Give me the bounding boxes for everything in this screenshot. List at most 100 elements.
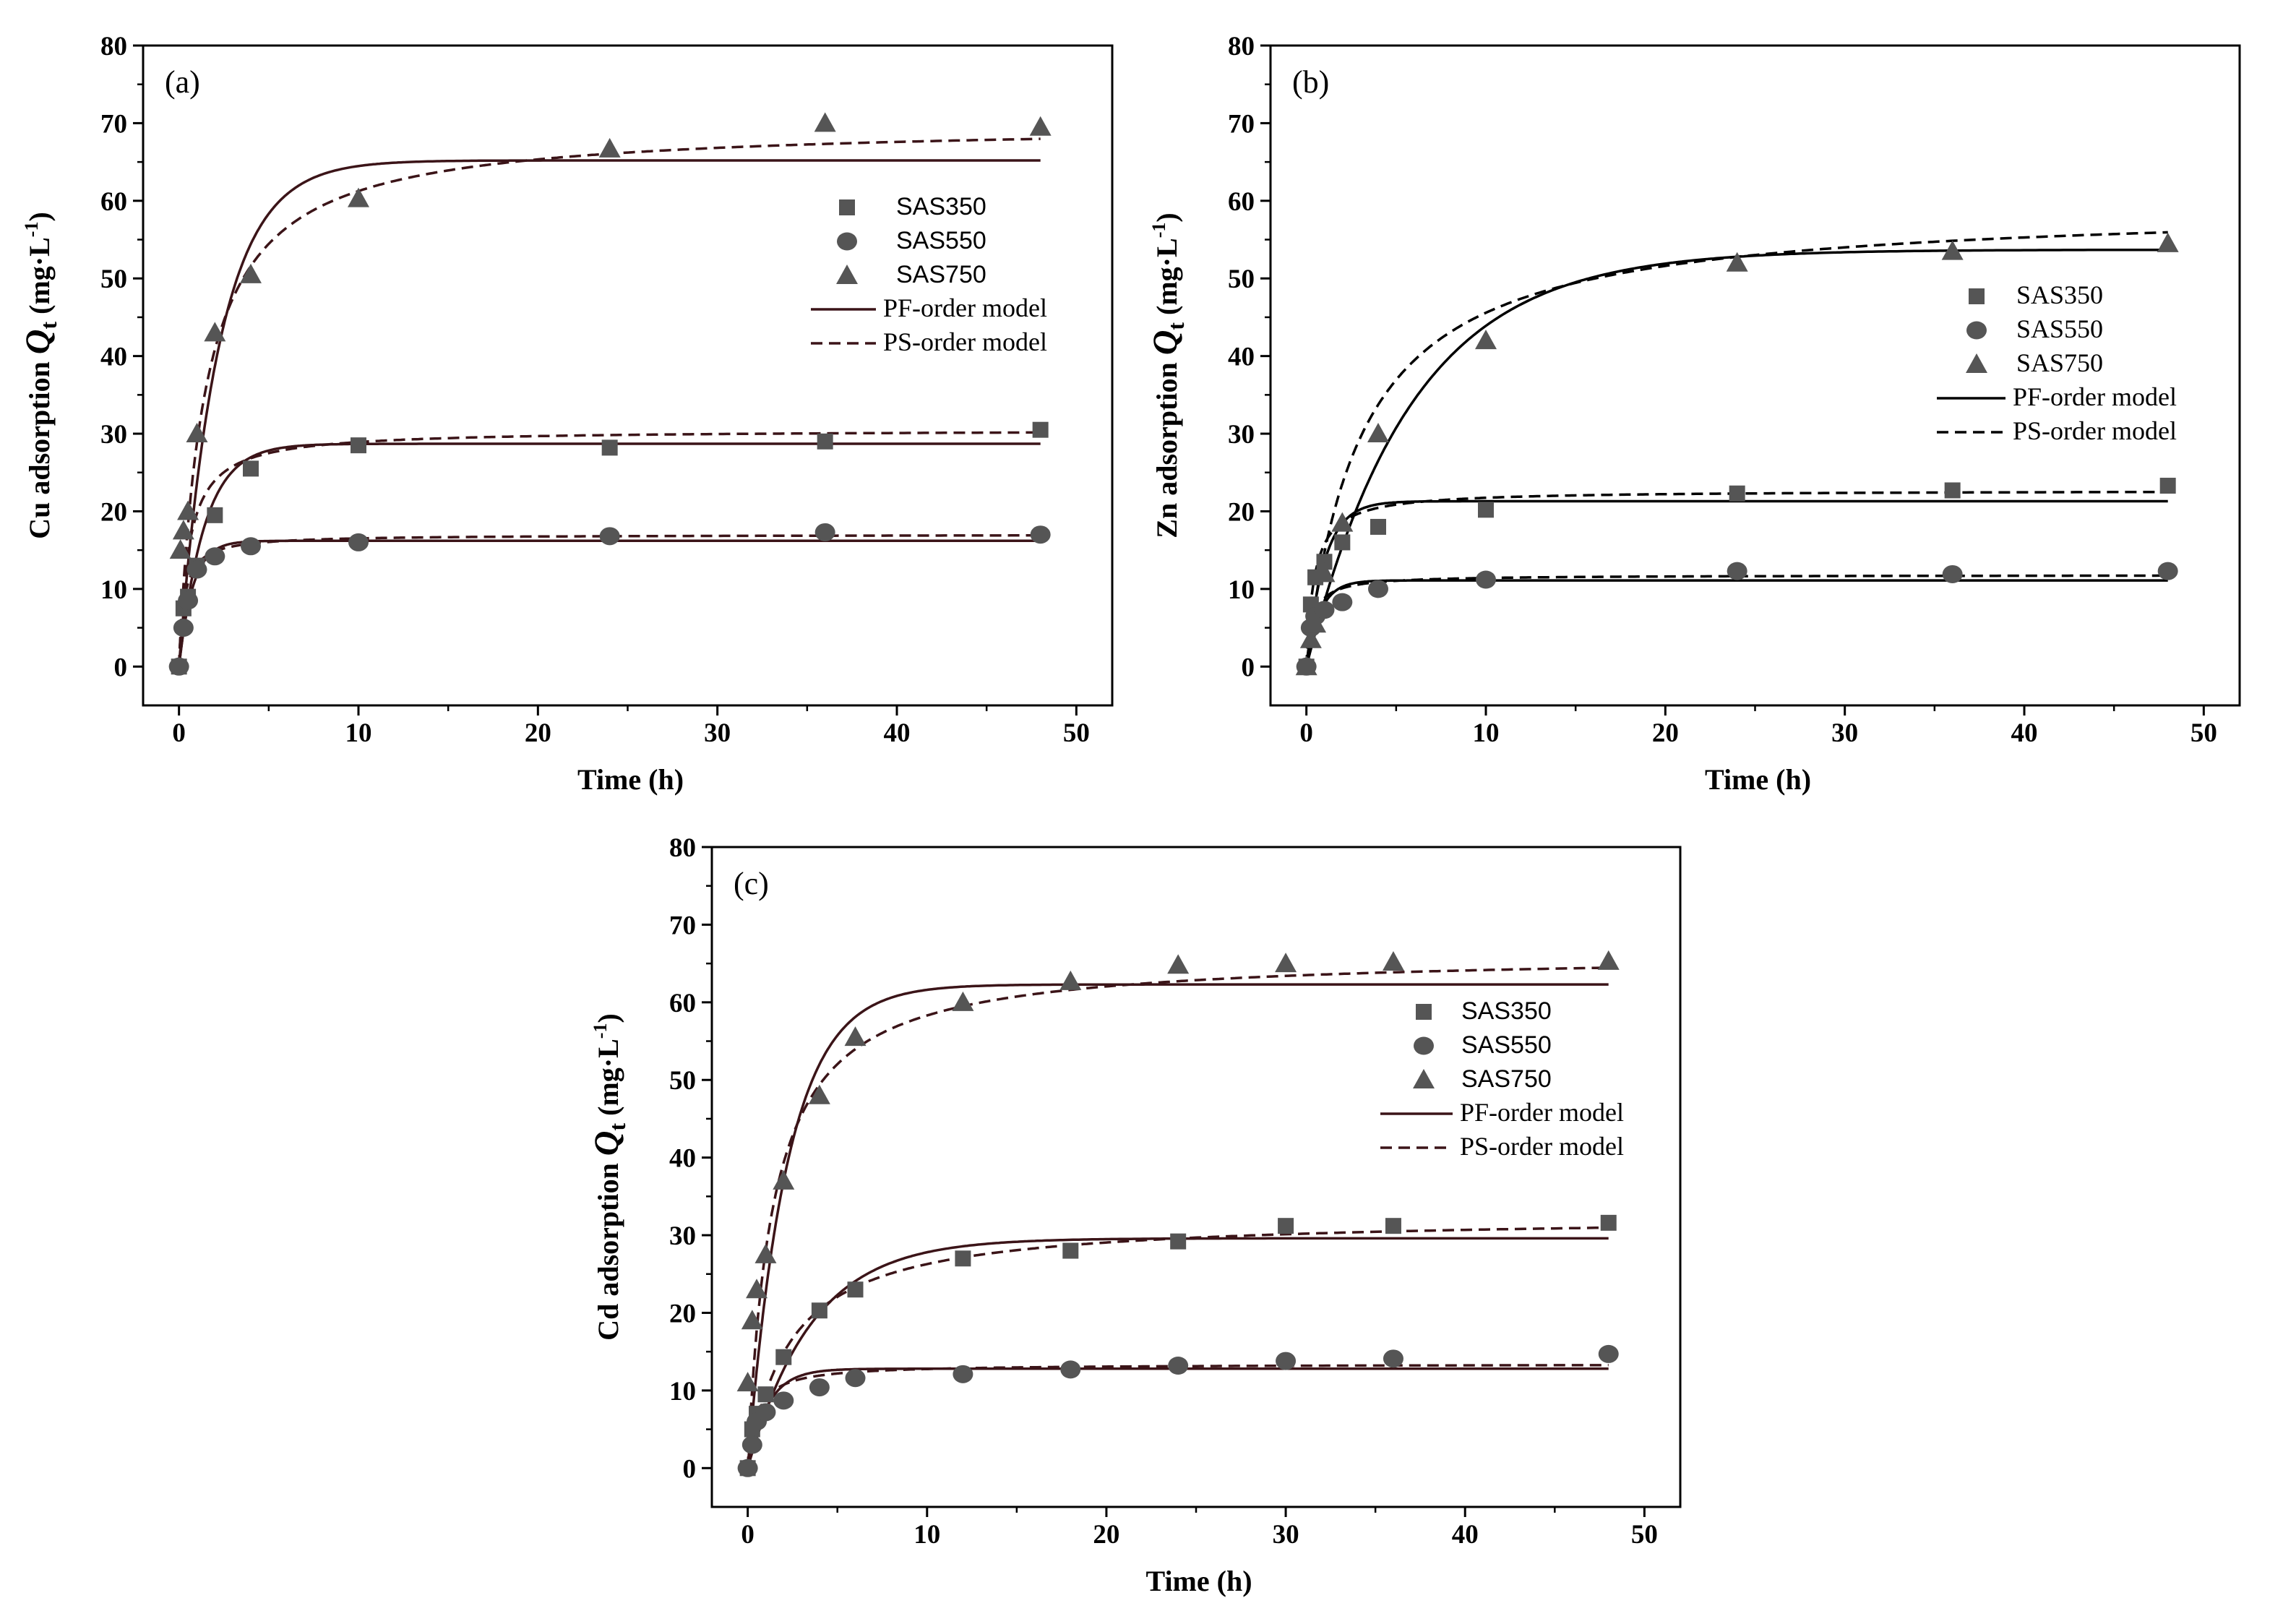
sas750-point [1941, 240, 1964, 260]
legend-label-sas550: SAS550 [896, 227, 986, 254]
y-label-close: ) [592, 1013, 624, 1023]
sas350-point [775, 1349, 792, 1365]
y-label-prefix: Cu adsorption [23, 354, 56, 539]
ps-fit-line-sas550 [177, 534, 1041, 667]
sas750-point [177, 500, 199, 520]
panel-label: (c) [734, 866, 769, 901]
y-tick-label: 10 [1228, 575, 1255, 605]
legend-label-sas350: SAS350 [2016, 280, 2103, 309]
sas350-point [207, 507, 223, 523]
y-tick-label: 50 [100, 265, 127, 294]
x-tick-label: 40 [884, 718, 911, 748]
y-tick-label: 20 [1228, 497, 1255, 527]
sas350-point [1944, 482, 1961, 499]
sas550-point [741, 1435, 762, 1454]
y-label-unit: (mg·L [592, 1039, 624, 1123]
sas750-point [240, 263, 262, 283]
sas750-point [746, 1279, 768, 1299]
y-tick-label: 60 [100, 187, 127, 217]
y-label-prefix: Cd adsorption [592, 1156, 624, 1341]
legend-marker-sas750 [1413, 1069, 1435, 1088]
y-label-symbol: Q [1146, 330, 1185, 356]
x-tick-label: 40 [1452, 1520, 1479, 1550]
sas750-point [1299, 628, 1322, 648]
x-tick-label: 20 [1652, 718, 1679, 748]
sas750-point [1304, 613, 1327, 633]
y-tick-label: 0 [683, 1454, 697, 1484]
sas350-point [811, 1302, 827, 1319]
chart-panel-2: 0 10 20 30 40 50 0 10 20 30 40 50 60 70 80 Time (h) Cd a… [588, 833, 1682, 1597]
sas350-point [1062, 1242, 1079, 1259]
y-tick-label: 80 [100, 32, 127, 61]
sas750-point [348, 187, 369, 207]
x-axis-label: Time (h) [1705, 763, 1811, 796]
sas550-point [1598, 1344, 1619, 1363]
legend-marker-sas750 [1966, 353, 1987, 373]
sas550-point [178, 591, 199, 610]
sas750-point [952, 991, 974, 1011]
sas750-point [1295, 656, 1317, 676]
pf-fit-line-sas350 [177, 442, 1041, 667]
sas750-point [2157, 232, 2179, 252]
sas550-point [1314, 601, 1335, 619]
sas350-point [351, 437, 366, 454]
y-tick-label: 10 [100, 575, 127, 605]
legend-label-sas750: SAS750 [896, 261, 986, 288]
sas350-point [1600, 1214, 1617, 1231]
y-tick-label: 40 [1228, 343, 1255, 372]
plot-frame [142, 44, 1114, 707]
y-label-sub: t [35, 322, 61, 330]
y-tick-label: 80 [1228, 32, 1255, 61]
sas550-point [809, 1378, 830, 1397]
legend-label-sas750: SAS750 [1461, 1065, 1552, 1093]
sas350-point [1370, 518, 1386, 535]
sas550-point [1332, 593, 1353, 611]
x-tick-label: 30 [704, 718, 731, 748]
y-tick-label: 20 [669, 1299, 696, 1328]
sas750-point [1726, 252, 1748, 272]
y-label-symbol: Q [19, 330, 57, 355]
sas750-point [754, 1243, 777, 1263]
y-tick-label: 70 [100, 109, 127, 139]
y-tick-label: 40 [669, 1144, 696, 1174]
y-label-prefix: Zn adsorption [1151, 355, 1183, 538]
x-tick-label: 10 [1473, 718, 1500, 748]
sas750-point [808, 1084, 830, 1104]
y-axis-label: Cd adsorption Qt (mg·L-1) [588, 1013, 630, 1341]
panel-label: (b) [1292, 64, 1329, 100]
x-tick-label: 0 [172, 718, 186, 748]
ps-fit-line-sas750 [1304, 231, 2168, 667]
x-tick-label: 50 [1631, 1520, 1658, 1550]
x-axis-label: Time (h) [1145, 1565, 1252, 1597]
sas350-point [601, 439, 618, 456]
legend-label-pf: PF-order model [883, 293, 1047, 322]
x-tick-label: 0 [741, 1520, 754, 1550]
sas350-point [1316, 554, 1333, 570]
chart-panel-0: 0 10 20 30 40 50 0 10 20 30 40 50 60 70 80 Time (h) Cu a… [19, 32, 1114, 796]
sas350-point [243, 460, 259, 477]
x-tick-label: 30 [1273, 1520, 1299, 1550]
sas550-point [845, 1369, 866, 1388]
y-label-close: ) [1151, 212, 1183, 222]
legend-marker-sas550 [1414, 1036, 1434, 1055]
y-tick-label: 20 [100, 497, 127, 527]
y-label-close: ) [23, 212, 56, 221]
sas750-point [169, 539, 192, 559]
sas750-point [1597, 950, 1620, 970]
sas350-point [1278, 1218, 1294, 1234]
panel-label: (a) [165, 64, 200, 100]
sas550-point [599, 527, 620, 546]
sas550-point [1060, 1360, 1081, 1379]
x-tick-label: 50 [1063, 718, 1090, 748]
y-tick-label: 30 [100, 420, 127, 450]
sas750-point [1475, 330, 1497, 350]
y-label-sup: -1 [21, 222, 42, 238]
y-label-sub: t [1163, 322, 1189, 330]
legend-label-ps: PS-order model [1460, 1132, 1624, 1161]
sas750-point [1029, 116, 1052, 136]
legend-label-sas550: SAS550 [2016, 314, 2103, 343]
sas550-point [773, 1391, 794, 1410]
sas750-point [172, 520, 194, 540]
y-axis-label: Cu adsorption Qt (mg·L-1) [19, 212, 61, 539]
sas550-point [348, 533, 369, 551]
